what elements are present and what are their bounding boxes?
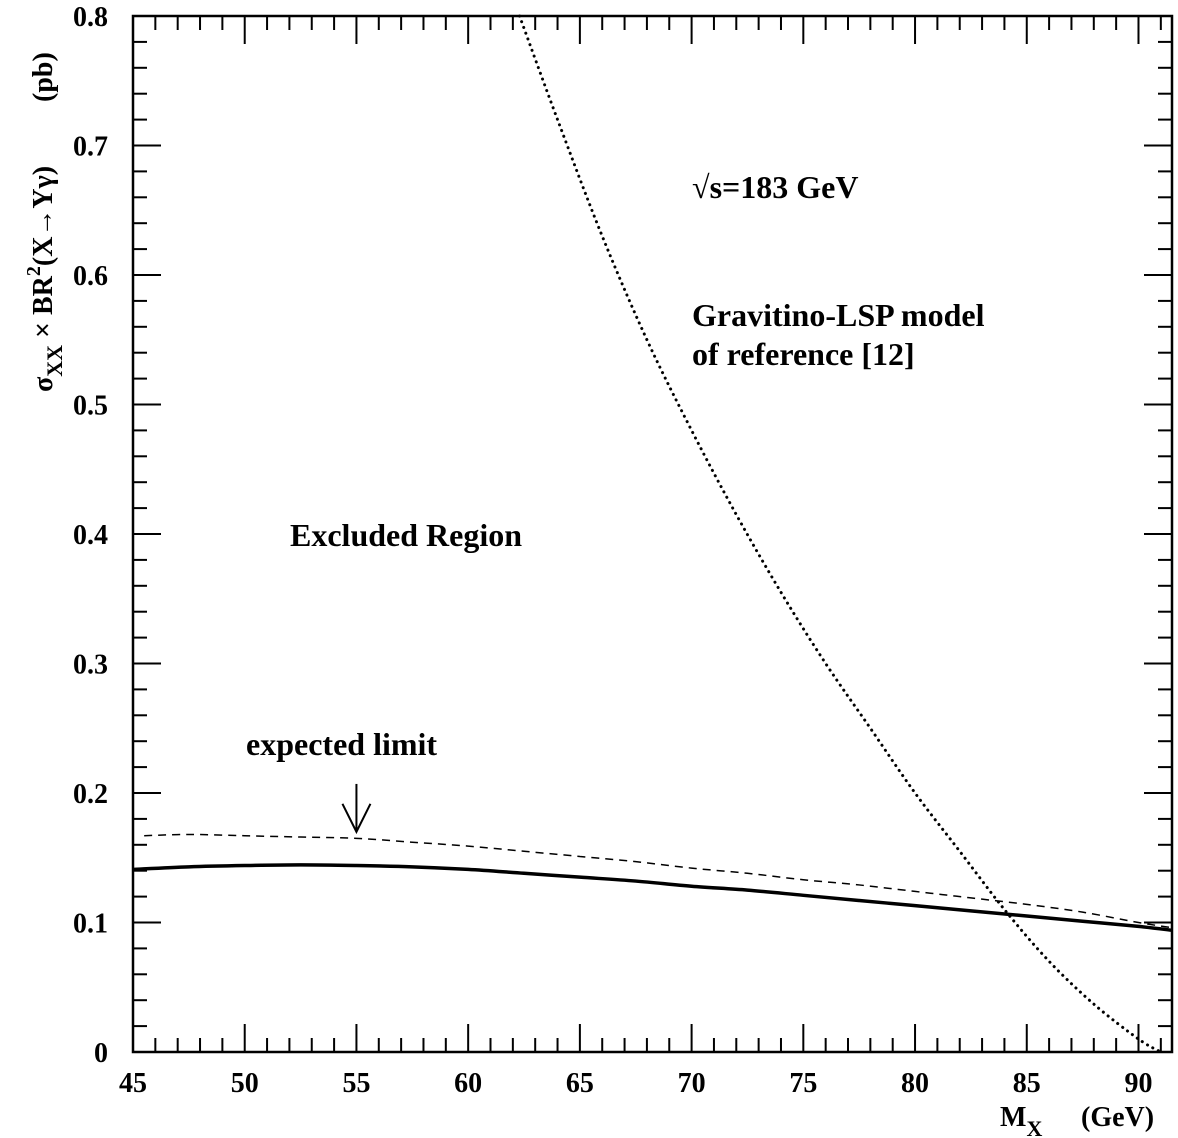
model-annotation-line2: of reference [12] xyxy=(692,336,915,372)
y-tick-label: 0.1 xyxy=(73,909,108,940)
x-tick-label: 70 xyxy=(678,1068,706,1099)
y-tick-labels: 0 0.1 0.2 0.3 0.4 0.5 0.6 0.7 0.8 xyxy=(73,2,108,1069)
x-tick-label: 50 xyxy=(231,1068,259,1099)
y-tick-label: 0.4 xyxy=(73,520,108,551)
y-tick-label: 0.3 xyxy=(73,650,108,681)
observed-limit-curve xyxy=(132,863,1173,933)
y-tick-label: 0 xyxy=(94,1038,108,1069)
expected-limit-curve xyxy=(144,833,1173,929)
x-tick-label: 65 xyxy=(566,1068,594,1099)
excluded-region-label: Excluded Region xyxy=(290,517,522,553)
x-tick-label: 45 xyxy=(119,1068,147,1099)
x-axis-symbol: M xyxy=(1000,1102,1026,1133)
x-axis-subscript: X xyxy=(1026,1116,1042,1138)
y-axis-superscript: 2 xyxy=(23,266,45,276)
axis-ticks xyxy=(132,15,1172,1053)
y-axis-sigma-subscript: XX xyxy=(42,345,67,377)
curves xyxy=(132,14,1173,1054)
gravitino-model-curve xyxy=(518,14,1163,1054)
y-tick-label: 0.6 xyxy=(73,261,108,292)
y-axis-decay: (X→Yγ) xyxy=(28,166,59,266)
y-axis-times-br: × BR xyxy=(28,275,59,345)
x-tick-label: 90 xyxy=(1124,1068,1152,1099)
x-axis-title: MX xyxy=(1000,1102,1042,1138)
y-tick-label: 0.7 xyxy=(73,132,108,163)
x-tick-label: 75 xyxy=(789,1068,817,1099)
y-axis-sigma: σ xyxy=(28,376,59,392)
y-axis-unit: (pb) xyxy=(28,52,59,102)
expected-limit-arrow xyxy=(341,783,372,835)
x-tick-label: 85 xyxy=(1013,1068,1041,1099)
y-tick-label: 0.2 xyxy=(73,779,108,810)
energy-annotation: √s=183 GeV xyxy=(692,169,858,205)
x-tick-labels: 45 50 55 60 65 70 75 80 85 90 xyxy=(119,1068,1152,1099)
arrow-head xyxy=(341,803,372,835)
model-annotation-line1: Gravitino-LSP model xyxy=(692,297,985,333)
x-tick-label: 55 xyxy=(342,1068,370,1099)
x-tick-label: 60 xyxy=(454,1068,482,1099)
x-tick-label: 80 xyxy=(901,1068,929,1099)
y-axis-title: σXX × BR2(X→Yγ) xyxy=(23,166,67,392)
plot-frame xyxy=(131,14,1174,1054)
expected-limit-label: expected limit xyxy=(246,726,437,762)
x-axis-unit: (GeV) xyxy=(1081,1102,1154,1133)
y-tick-label: 0.8 xyxy=(73,2,108,33)
y-tick-label: 0.5 xyxy=(73,391,108,422)
